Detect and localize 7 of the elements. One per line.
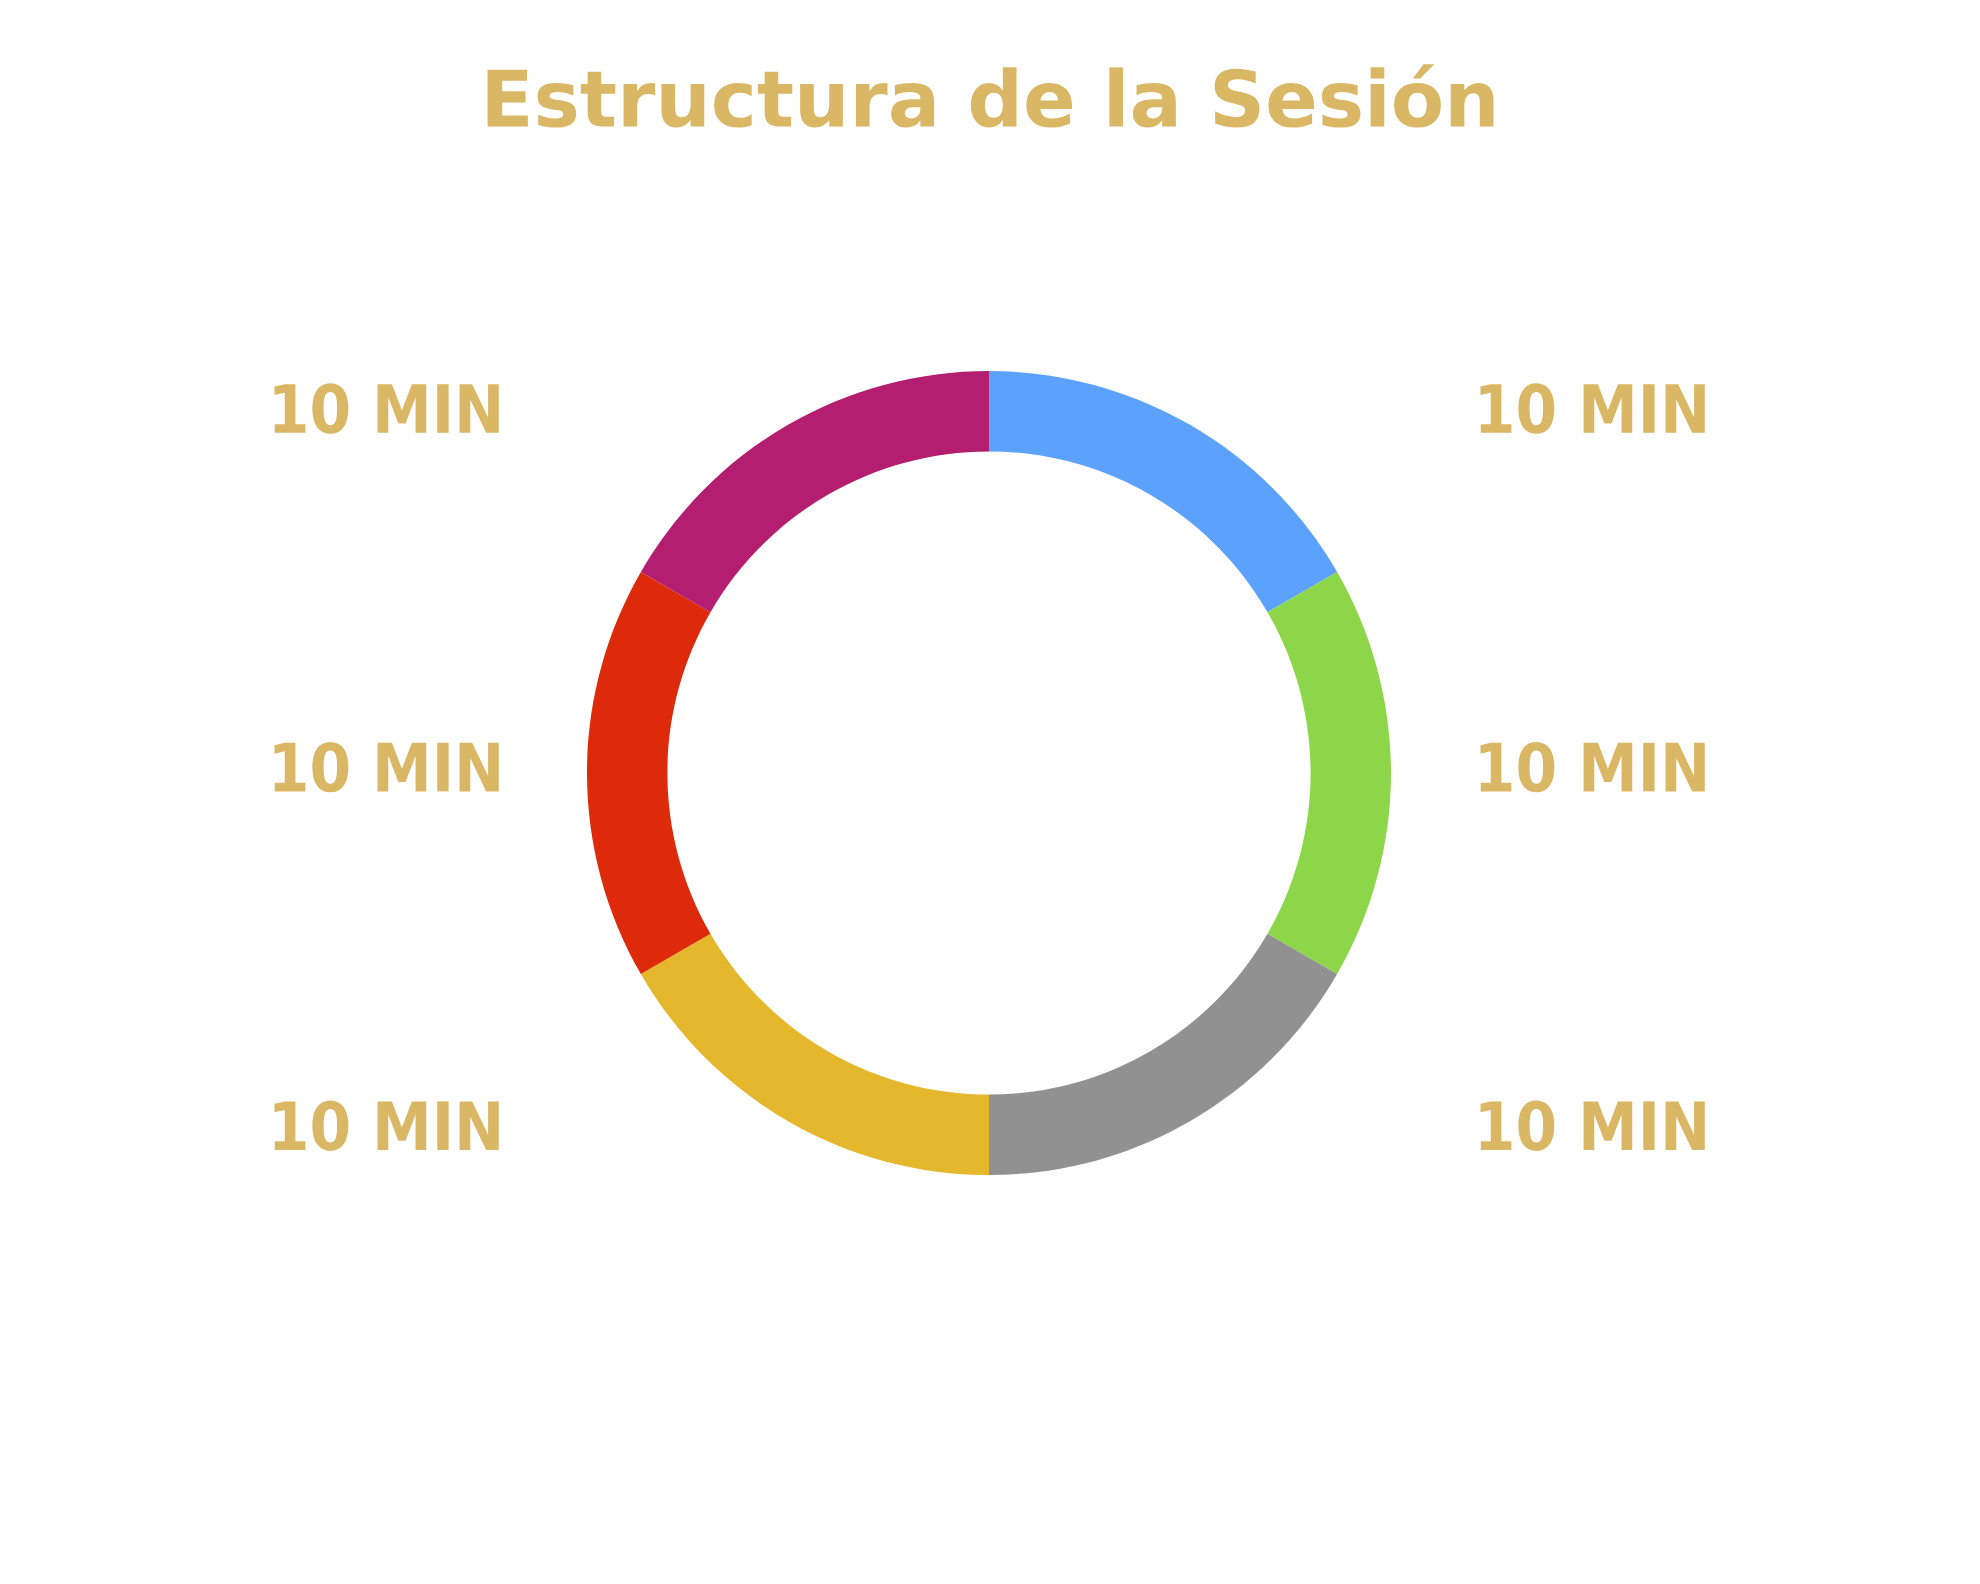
data-label: 10 MIN — [1480, 741, 1705, 793]
data-label: 10 MIN — [1480, 383, 1705, 434]
chart-title: Estructura de la Sesión — [487, 64, 1494, 128]
data-label: 10 MIN — [274, 383, 499, 434]
data-label: 10 MIN — [1480, 1100, 1705, 1151]
data-label: 10 MIN — [274, 1100, 499, 1151]
data-label: 10 MIN — [274, 741, 499, 793]
